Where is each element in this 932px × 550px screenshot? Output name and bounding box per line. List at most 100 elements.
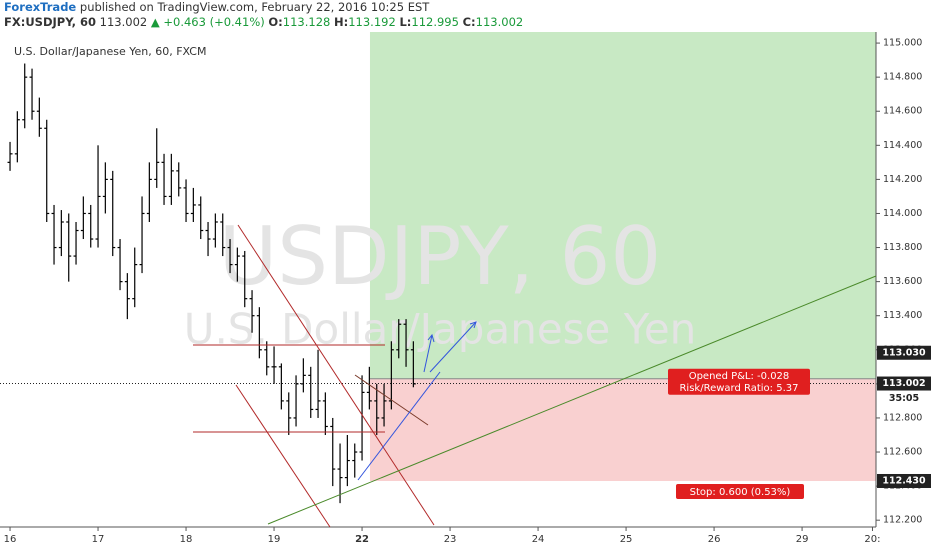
- ohlc-bar: [198, 196, 204, 240]
- price-tag: [877, 345, 931, 360]
- ohlc-bar: [168, 153, 174, 205]
- price-tag-label: 113.002: [882, 378, 925, 389]
- ohlc-bar: [403, 319, 409, 367]
- channel-line: [235, 384, 331, 528]
- projection-arrow: [423, 334, 433, 373]
- ohlc-bar: [227, 239, 233, 274]
- ohlc-bar: [264, 341, 270, 376]
- ohlc-bar: [14, 111, 20, 163]
- arrow-head: [427, 333, 435, 343]
- watermark-subtitle: U.S. Dollar/Japanese Yen: [184, 305, 697, 354]
- x-tick-label: 19: [268, 534, 281, 545]
- pnl-box: [668, 368, 810, 395]
- ohlc-bar: [396, 319, 402, 359]
- ohlc-bar: [374, 383, 380, 435]
- close: 113.002: [475, 15, 524, 29]
- projection-arrow: [429, 321, 477, 373]
- x-tick-label: 23: [444, 534, 457, 545]
- x-tick-label: 22: [355, 534, 369, 545]
- labels: U.S. Dollar/Japanese Yen, 60, FXCM 112.20…: [4, 38, 931, 545]
- open: 113.128: [282, 15, 331, 29]
- symbol: FX:USDJPY, 60: [4, 15, 96, 29]
- channel-line: [237, 224, 435, 526]
- target-zone: [369, 32, 876, 379]
- published: published on TradingView.com, February 2…: [79, 0, 430, 14]
- ohlc-bar: [117, 239, 123, 291]
- quote-line: FX:USDJPY, 60 113.002 ▲ +0.463 (+0.41%) …: [4, 15, 928, 30]
- h-label: H:: [333, 15, 349, 29]
- y-tick-label: 112.800: [883, 412, 922, 423]
- trend-line: [354, 374, 429, 426]
- price-tag: [877, 473, 931, 488]
- y-tick-label: 113.800: [883, 242, 922, 253]
- stop-label: Stop: 0.600 (0.53%): [690, 487, 791, 498]
- stop-box: [676, 483, 804, 499]
- low: 112.995: [411, 15, 459, 29]
- ohlc-bar: [256, 307, 262, 359]
- x-tick-label: 18: [180, 534, 193, 545]
- author[interactable]: ForexTrade: [4, 0, 77, 14]
- watermark: USDJPY, 60: [219, 210, 662, 303]
- ohlc-bar: [388, 341, 394, 410]
- last: 113.002: [99, 15, 148, 29]
- l-label: L:: [399, 15, 412, 29]
- chart-title: U.S. Dollar/Japanese Yen, 60, FXCM: [14, 45, 206, 58]
- ohlc-bar: [352, 443, 358, 478]
- ohlc-bar: [183, 179, 189, 222]
- y-tick-label: 114.400: [883, 140, 922, 151]
- x-tick-label: 17: [92, 534, 105, 545]
- ohlc-bar: [249, 290, 255, 333]
- plot: [0, 32, 880, 531]
- ohlc-bar: [58, 210, 64, 257]
- y-tick-label: 113.400: [883, 310, 922, 321]
- ohlc-bar: [344, 434, 350, 487]
- price-tag: [877, 391, 931, 406]
- ohlc-bar: [315, 349, 321, 418]
- x-tick-label: 25: [620, 534, 633, 545]
- ohlc-bar: [95, 145, 101, 248]
- ohlc-bar: [80, 196, 86, 240]
- projection-line: [357, 371, 441, 481]
- ohlc-bar: [29, 68, 35, 120]
- trend-line: [267, 275, 877, 525]
- ohlc-bar: [308, 366, 314, 418]
- ohlc-bar: [132, 247, 138, 308]
- price-tag: [877, 376, 931, 391]
- ohlc-bar: [300, 358, 306, 393]
- ohlc-bar: [234, 247, 240, 282]
- y-tick-label: 114.600: [883, 106, 922, 117]
- ohlc-bar: [124, 273, 130, 320]
- x-tick-label: 24: [532, 534, 545, 545]
- arrow-head: [469, 321, 477, 329]
- drawings: [193, 224, 877, 528]
- x-tick-label: 29: [796, 534, 809, 545]
- ohlc-bar: [381, 383, 387, 427]
- ohlc-bar: [330, 417, 336, 487]
- ohlc-bar: [410, 341, 416, 388]
- ohlc-bar: [271, 346, 277, 384]
- publish-line: ForexTrade published on TradingView.com,…: [4, 0, 928, 15]
- high: 113.192: [348, 15, 396, 29]
- ohlc-bar: [22, 63, 28, 129]
- y-tick-label: 114.800: [883, 72, 922, 83]
- ratio-label: Risk/Reward Ratio: 5.37: [679, 383, 798, 394]
- ohlc-bar: [66, 213, 72, 282]
- ohlc-bar: [205, 221, 211, 257]
- ohlc-bar: [337, 443, 343, 504]
- stop-zone: [369, 378, 876, 481]
- ohlc-bar: [146, 162, 152, 222]
- ohlc-bar: [7, 141, 13, 171]
- header: ForexTrade published on TradingView.com,…: [4, 0, 928, 32]
- ohlc-bar: [36, 97, 42, 137]
- ohlc-bar: [359, 375, 365, 461]
- ohlc-bar: [220, 213, 226, 257]
- y-tick-label: 115.000: [883, 38, 922, 49]
- ohlc-bar: [322, 392, 328, 435]
- x-tick-label: 26: [708, 534, 721, 545]
- y-tick-label: 112.600: [883, 447, 922, 458]
- ohlc-bar: [176, 162, 182, 197]
- price-tag-label: 35:05: [889, 393, 919, 404]
- ohlc-bar: [110, 170, 116, 257]
